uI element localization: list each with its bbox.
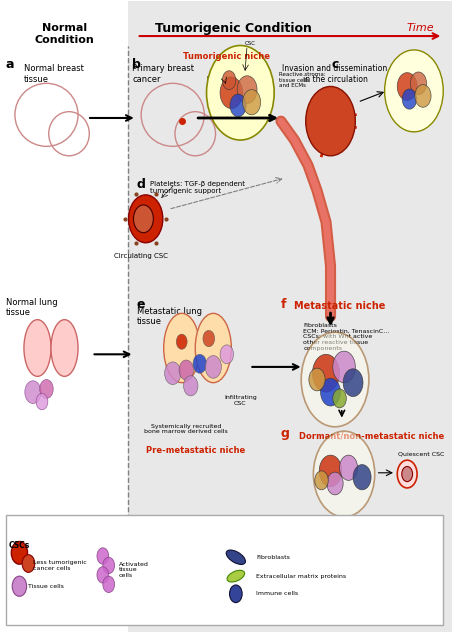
Circle shape — [313, 431, 375, 517]
Circle shape — [193, 354, 207, 373]
Ellipse shape — [24, 320, 51, 377]
Ellipse shape — [195, 313, 231, 383]
Circle shape — [306, 87, 356, 156]
Circle shape — [243, 90, 261, 115]
Circle shape — [339, 455, 357, 480]
Circle shape — [301, 332, 369, 427]
Circle shape — [103, 557, 115, 573]
Text: d: d — [137, 178, 146, 191]
Text: Dormant/non-metastatic niche: Dormant/non-metastatic niche — [299, 431, 444, 440]
Circle shape — [207, 46, 274, 140]
Circle shape — [12, 576, 27, 596]
Circle shape — [25, 381, 41, 403]
Circle shape — [402, 89, 417, 109]
Text: Invasion and dissemination
in the circulation: Invasion and dissemination in the circul… — [283, 65, 388, 84]
Text: Immune cells: Immune cells — [256, 591, 298, 596]
Circle shape — [384, 50, 443, 132]
Ellipse shape — [51, 320, 78, 377]
Circle shape — [205, 356, 221, 379]
Circle shape — [103, 576, 115, 592]
Circle shape — [397, 73, 417, 101]
Circle shape — [237, 76, 257, 103]
Circle shape — [343, 369, 363, 396]
Text: Reactive stroma:
tissue cells
and ECMs: Reactive stroma: tissue cells and ECMs — [279, 72, 326, 89]
Circle shape — [229, 585, 242, 603]
Circle shape — [11, 541, 27, 564]
Circle shape — [410, 72, 427, 95]
Text: Less tumorigenic
cancer cells: Less tumorigenic cancer cells — [33, 560, 87, 571]
Text: Systemically recruited
bone marrow derived cells: Systemically recruited bone marrow deriv… — [145, 423, 228, 434]
Circle shape — [402, 467, 412, 482]
Text: Activated
tissue
cells: Activated tissue cells — [118, 561, 148, 578]
Text: Infiltrating
CSC: Infiltrating CSC — [224, 395, 257, 406]
Text: b: b — [132, 58, 141, 71]
FancyBboxPatch shape — [128, 1, 452, 632]
Ellipse shape — [226, 550, 246, 565]
Circle shape — [179, 360, 193, 380]
Circle shape — [220, 77, 243, 108]
Circle shape — [415, 85, 431, 107]
Text: Platelets: TGF-β dependent
tumorigenic support: Platelets: TGF-β dependent tumorigenic s… — [150, 181, 245, 194]
Text: Metastatic lung
tissue: Metastatic lung tissue — [137, 307, 201, 327]
Circle shape — [315, 471, 328, 490]
Text: CSCs: CSCs — [9, 541, 30, 549]
Text: Extracellular matrix proteins: Extracellular matrix proteins — [256, 573, 346, 579]
Circle shape — [333, 351, 356, 383]
FancyBboxPatch shape — [6, 515, 443, 625]
Text: Normal
Condition: Normal Condition — [35, 23, 94, 45]
Circle shape — [203, 330, 215, 347]
Text: Primary breast
cancer: Primary breast cancer — [132, 65, 194, 84]
Circle shape — [327, 472, 343, 495]
Text: Pre-metastatic niche: Pre-metastatic niche — [146, 446, 245, 454]
Text: a: a — [6, 58, 14, 71]
Circle shape — [312, 354, 339, 392]
Circle shape — [97, 567, 109, 583]
Text: Tumorigenic Condition: Tumorigenic Condition — [155, 22, 312, 35]
Circle shape — [134, 205, 153, 233]
FancyBboxPatch shape — [1, 1, 128, 632]
Text: Tissue cells: Tissue cells — [28, 584, 64, 589]
Text: CSC: CSC — [245, 41, 256, 46]
Circle shape — [309, 368, 325, 391]
Circle shape — [176, 334, 187, 349]
Text: Fibroblasts: Fibroblasts — [256, 555, 290, 560]
Ellipse shape — [164, 313, 200, 383]
Circle shape — [220, 345, 234, 364]
Circle shape — [319, 455, 342, 487]
Circle shape — [97, 548, 109, 564]
Circle shape — [164, 362, 181, 385]
Text: e: e — [137, 298, 145, 311]
Circle shape — [397, 460, 417, 488]
Circle shape — [230, 94, 246, 116]
Text: f: f — [281, 298, 286, 311]
Circle shape — [183, 376, 198, 396]
Text: Quiescent CSC: Quiescent CSC — [398, 452, 444, 457]
Ellipse shape — [227, 570, 245, 582]
Circle shape — [36, 393, 48, 410]
Text: Fibroblasts
ECM: Periostin, TenascinC...
CSCs: with Wnt active
other reactive ti: Fibroblasts ECM: Periostin, TenascinC...… — [303, 323, 390, 351]
Text: Normal breast
tissue: Normal breast tissue — [24, 65, 84, 84]
Text: Time: Time — [407, 23, 434, 33]
Circle shape — [40, 380, 53, 398]
Circle shape — [353, 465, 371, 490]
Text: c: c — [331, 58, 339, 71]
Text: g: g — [281, 427, 290, 440]
Circle shape — [320, 379, 340, 406]
Circle shape — [333, 389, 346, 408]
Circle shape — [128, 195, 163, 243]
Text: Normal lung
tissue: Normal lung tissue — [6, 298, 57, 317]
Text: Metastatic niche: Metastatic niche — [294, 301, 386, 311]
Text: Tumorigenic niche: Tumorigenic niche — [183, 52, 270, 61]
Text: Circulating CSC: Circulating CSC — [114, 253, 168, 260]
Text: nonCSC: nonCSC — [207, 75, 228, 80]
Circle shape — [22, 555, 35, 572]
Circle shape — [222, 71, 236, 90]
